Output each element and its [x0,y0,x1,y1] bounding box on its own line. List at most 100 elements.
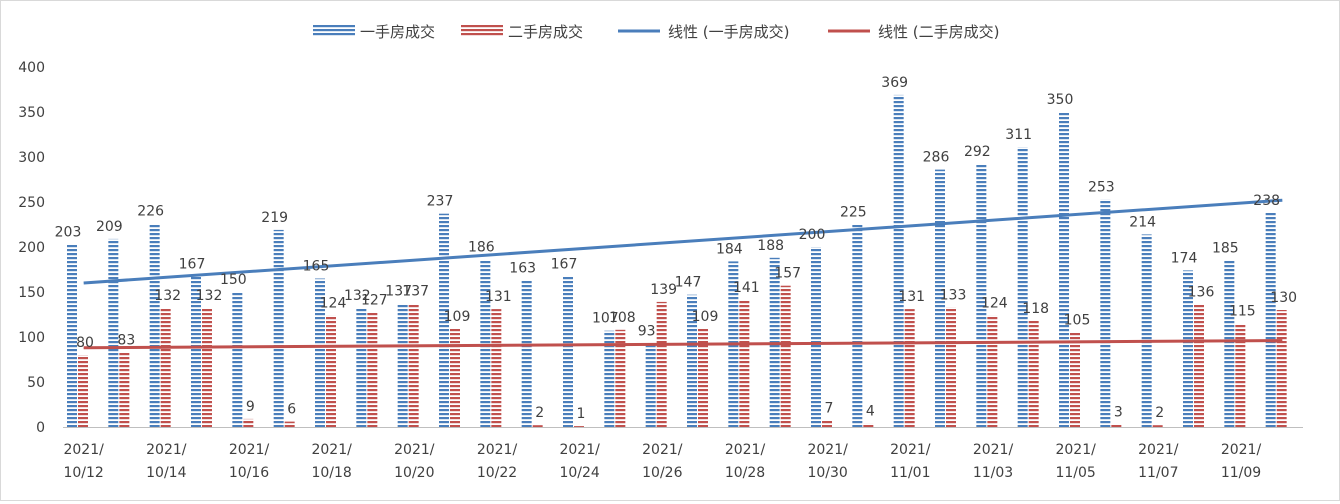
bar-new-home [1100,199,1111,427]
data-label: 200 [799,227,826,243]
y-tick-label: 250 [18,195,45,211]
bar-new-home [1017,147,1028,427]
bar-new-home [439,213,449,427]
bar-new-home [1265,212,1276,427]
x-tick-label: 2021/10/20 [394,442,435,481]
data-label: 157 [774,266,801,282]
legend-label: 一手房成交 [360,23,435,41]
x-tick-label: 2021/11/09 [1221,442,1262,481]
data-label: 109 [692,309,719,325]
x-tick-label: 2021/11/07 [1138,442,1179,481]
data-label: 130 [1270,290,1297,306]
x-tick-label: 2021/10/18 [311,442,352,481]
y-tick-label: 200 [18,240,45,256]
legend-label: 线性 (一手房成交) [668,23,789,41]
data-label: 133 [940,287,967,303]
bar-new-home [1141,234,1152,427]
data-label: 132 [154,288,181,304]
data-label: 167 [551,257,578,273]
bar-new-home [976,164,987,427]
legend: 一手房成交 二手房成交 线性 (一手房成交) 线性 (二手房成交) [313,23,999,41]
y-tick-label: 150 [18,285,45,301]
x-tick-label: 2021/10/14 [146,442,187,481]
bar-new-home [108,238,119,427]
bar-second-home [863,423,874,427]
data-label: 219 [261,210,288,226]
data-label: 188 [757,238,784,254]
bar-second-home [946,307,956,427]
bar-second-home [1235,323,1246,427]
data-label: 124 [320,295,347,311]
data-label: 350 [1047,92,1074,108]
data-label: 124 [981,295,1008,311]
x-tick-label: 2021/10/16 [229,442,270,481]
data-label: 93 [638,323,656,339]
bar-new-home [397,303,408,427]
bar-second-home [284,421,295,427]
bar-new-home [315,278,325,427]
data-label: 253 [1088,179,1115,195]
data-label: 2 [535,405,544,421]
bar-new-home [935,169,945,427]
bar-second-home [904,309,915,427]
bar-second-home [1028,320,1039,427]
bar-new-home [893,94,904,428]
data-label: 163 [509,260,536,276]
bar-second-home [491,309,502,427]
data-label: 214 [1129,214,1156,230]
data-label: 6 [287,402,296,418]
y-tick-label: 50 [27,375,45,391]
x-tick-label: 2021/10/26 [642,442,683,481]
legend-label: 二手房成交 [508,23,583,41]
y-tick-label: 0 [36,420,45,436]
data-label: 185 [1212,241,1239,257]
bar-new-home [191,276,201,427]
bar-second-home [574,426,584,427]
bar-second-home [739,300,750,427]
bar-new-home [645,343,656,427]
data-label: 115 [1229,304,1256,320]
trendlines [83,198,1283,350]
legend-swatch [313,25,355,37]
bar-second-home [119,352,130,427]
bar-second-home [532,425,543,427]
bar-new-home [521,280,532,427]
data-label: 131 [898,289,925,305]
data-label: 132 [196,288,223,304]
y-tick-label: 350 [18,105,45,121]
data-label: 150 [220,272,247,288]
data-label: 131 [485,289,512,305]
data-label: 109 [444,309,471,325]
data-label: 139 [650,282,677,298]
x-tick-label: 2021/10/24 [559,442,600,481]
x-axis: 2021/10/12 2021/10/14 2021/10/16 2021/10/18… [63,427,1303,481]
x-tick-label: 2021/11/05 [1055,442,1096,481]
data-label: 174 [1171,250,1198,266]
data-label: 105 [1064,313,1091,329]
bar-second-home [987,315,998,427]
data-label: 1 [577,406,586,422]
bar-second-home [656,301,667,427]
data-label: 118 [1022,301,1049,317]
bar-second-home [1111,424,1122,427]
y-tick-label: 300 [18,150,45,166]
bar-second-home [1070,332,1080,427]
bar-second-home [243,418,254,427]
bar-second-home [1152,425,1163,427]
x-tick-label: 2021/10/12 [63,442,104,481]
bar-new-home [480,259,491,427]
bar-new-home [852,224,863,427]
bar-new-home [273,229,284,427]
x-tick-label: 2021/10/30 [807,442,848,481]
bar-new-home [67,244,77,427]
data-label: 137 [385,284,412,300]
data-label: 225 [840,205,867,221]
bar-second-home [780,285,791,427]
data-label: 80 [76,335,94,351]
data-label: 311 [1005,127,1032,143]
bar-new-home [356,308,367,427]
data-label: 141 [733,280,760,296]
data-label: 186 [468,240,495,256]
